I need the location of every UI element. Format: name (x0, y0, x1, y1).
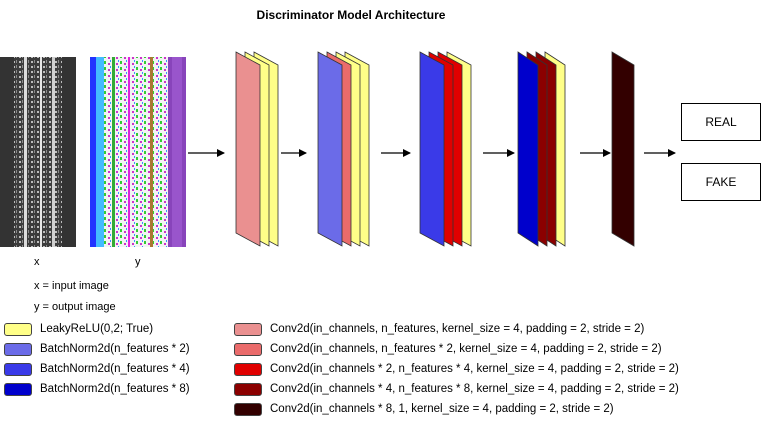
legend-item-batchnorm-x2: BatchNorm2d(n_features * 2) (4, 341, 190, 357)
legend-item-batchnorm-x4: BatchNorm2d(n_features * 4) (4, 361, 190, 377)
legend-swatch (4, 382, 32, 396)
legend-item-leakyrelu: LeakyReLU(0,2; True) (4, 321, 153, 337)
legend-swatch (234, 382, 262, 396)
block-4 (517, 51, 566, 247)
legend-swatch (4, 322, 32, 336)
legend-swatch (234, 362, 262, 376)
block-3 (419, 51, 472, 247)
input-image-x (0, 57, 76, 247)
block-2 (317, 51, 370, 247)
legend-label: Conv2d(in_channels * 8, 1, kernel_size =… (270, 403, 614, 415)
legend-label: BatchNorm2d(n_features * 2) (40, 343, 190, 355)
legend-item-conv2: Conv2d(in_channels, n_features * 2, kern… (234, 341, 662, 357)
legend-label: Conv2d(in_channels, n_features * 2, kern… (270, 343, 662, 355)
legend-swatch (4, 362, 32, 376)
legend-label: BatchNorm2d(n_features * 4) (40, 363, 190, 375)
legend-label: Conv2d(in_channels * 2, n_features * 4, … (270, 363, 679, 375)
legend-item-conv4: Conv2d(in_channels * 4, n_features * 8, … (234, 381, 679, 397)
legend-swatch (4, 342, 32, 356)
legend-label: BatchNorm2d(n_features * 8) (40, 383, 190, 395)
layer-blocks (235, 51, 635, 247)
legend-swatch (234, 342, 262, 356)
legend-item-batchnorm-x8: BatchNorm2d(n_features * 8) (4, 381, 190, 397)
layer-slab-bn8 (517, 51, 539, 247)
output-fake-box: FAKE (681, 163, 761, 201)
layer-slab-conv5 (611, 51, 635, 247)
legend-swatch (234, 322, 262, 336)
legend-item-conv1: Conv2d(in_channels, n_features, kernel_s… (234, 321, 644, 337)
diagram-title: Discriminator Model Architecture (256, 8, 446, 22)
layer-slab-bn4 (419, 51, 445, 247)
legend-label: Conv2d(in_channels, n_features, kernel_s… (270, 323, 645, 335)
output-image-y (90, 57, 186, 247)
note-y: y = output image (34, 301, 116, 313)
legend-label: LeakyReLU(0,2; True) (40, 323, 154, 335)
note-x: x = input image (34, 280, 109, 292)
label-y: y (135, 256, 141, 268)
legend-label: Conv2d(in_channels * 4, n_features * 8, … (270, 383, 679, 395)
legend-item-conv5: Conv2d(in_channels * 8, 1, kernel_size =… (234, 401, 614, 417)
legend-item-conv3: Conv2d(in_channels * 2, n_features * 4, … (234, 361, 679, 377)
block-5 (611, 51, 635, 247)
block-1 (235, 51, 279, 247)
label-x: x (34, 256, 40, 268)
layer-slab-bn2 (317, 51, 343, 247)
output-real-box: REAL (681, 103, 761, 141)
legend-swatch (234, 402, 262, 416)
layer-slab-conv1 (235, 51, 261, 247)
